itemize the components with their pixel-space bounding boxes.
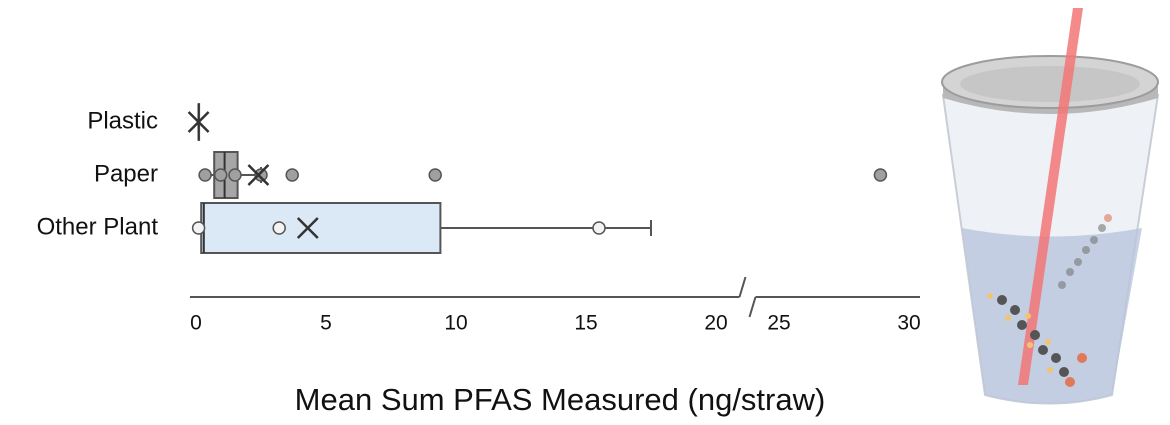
point [285,168,299,182]
x-tick-label: 10 [444,312,467,335]
x-tick-label: 15 [574,312,597,335]
point [272,221,286,235]
box [200,202,442,254]
category-label: Plastic [87,107,158,134]
point [428,168,442,182]
x-tick-label: 5 [320,312,332,335]
category-label: Other Plant [37,213,159,240]
x-tick-label: 30 [897,312,920,335]
x-tick-label: 0 [190,312,202,335]
x-axis-title: Mean Sum PFAS Measured (ng/straw) [295,382,826,417]
molecule-faded [1058,214,1112,289]
x-tick-label: 25 [767,312,790,335]
cup-illustration [941,8,1160,405]
cup-lid-inner [960,66,1140,102]
point [592,221,606,235]
mean-marker [296,217,319,239]
point [198,168,212,182]
axis-break [738,276,757,318]
point [228,168,242,182]
category-label: Paper [94,160,158,187]
point [873,168,888,182]
straw [1018,8,1083,385]
molecule [987,293,1087,387]
mean-marker [247,164,270,186]
point [191,221,206,235]
cup-liquid [962,228,1142,404]
mean-marker [187,111,210,133]
point [213,168,228,182]
point [254,168,268,182]
x-tick-label: 20 [704,312,727,335]
